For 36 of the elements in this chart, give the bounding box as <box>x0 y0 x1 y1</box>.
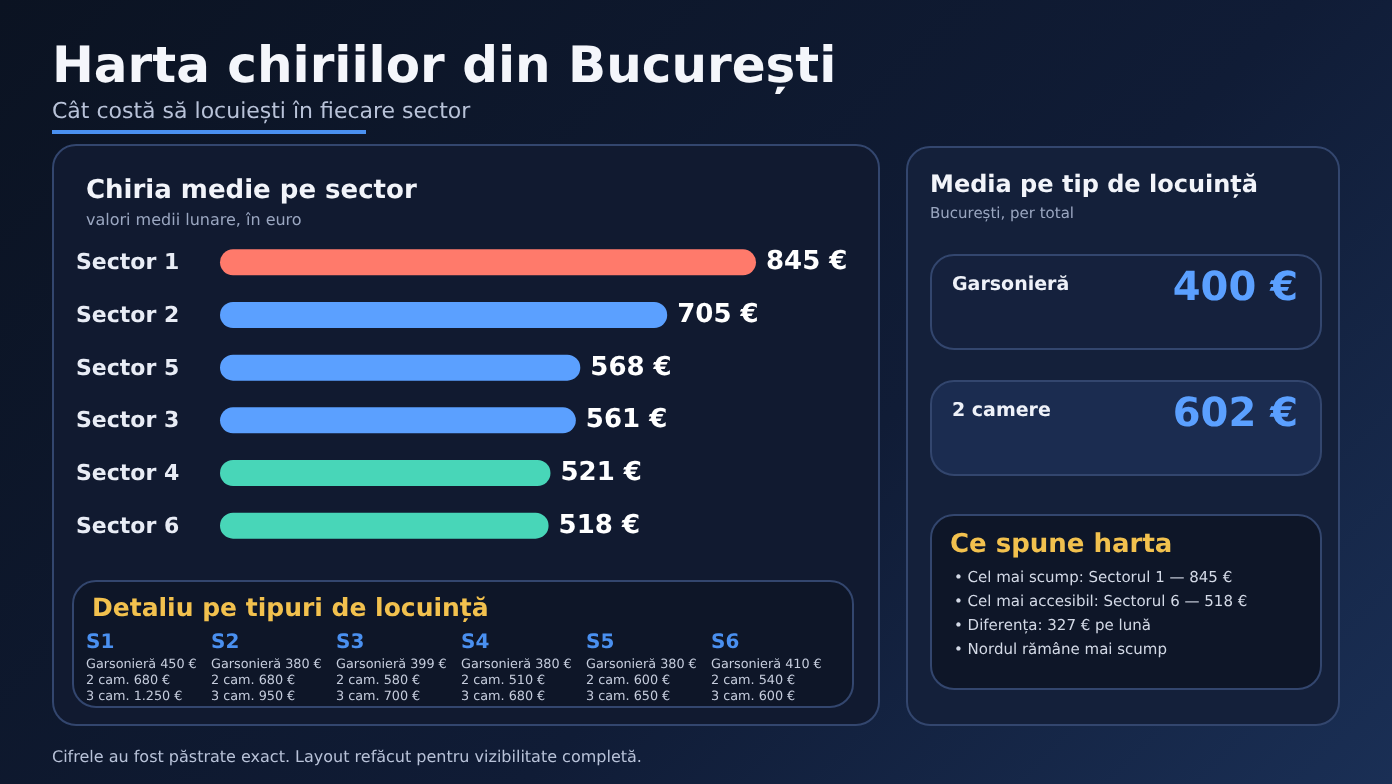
y-tick-label: Sector 2 <box>76 302 180 328</box>
text: Cât costă să locuiești în fiecare sector <box>52 98 471 124</box>
bar <box>220 249 756 276</box>
y-tick-label: Sector 5 <box>76 354 180 381</box>
data-label: 518 € <box>558 510 641 541</box>
data-label: 845 € <box>766 247 848 278</box>
category-label: S5 <box>586 632 615 656</box>
bar <box>220 460 551 486</box>
data-label: 561 € <box>585 405 668 436</box>
bar <box>220 407 576 434</box>
bar <box>220 354 581 381</box>
y-tick-label: Sector 6 <box>76 512 180 539</box>
data-label: 568 € <box>590 352 672 383</box>
bar <box>220 512 549 539</box>
text: Detaliu pe tipuri de locuință <box>92 592 489 622</box>
text: Media pe tip de locuință <box>930 170 1258 198</box>
y-tick-label: Sector 4 <box>76 460 180 486</box>
category-label: S1 <box>86 632 115 656</box>
chart-title: Chiria medie pe sector <box>86 176 418 206</box>
text: 400 € <box>1172 262 1298 310</box>
category-label: S2 <box>211 632 240 656</box>
text: Cifrele au fost păstrate exact. Layout refăcut pentru vizibilitate completă. <box>52 748 642 766</box>
text: 602 € <box>1172 388 1298 436</box>
chart-subtitle: valori medii lunare, în euro <box>86 211 302 229</box>
category-label: S6 <box>711 632 740 656</box>
text: Ce spune harta <box>950 530 1173 560</box>
data-label: 521 € <box>560 458 642 488</box>
text: Garsonieră <box>952 274 1070 296</box>
y-tick-label: Sector 3 <box>76 407 180 434</box>
text: Harta chiriilor din București <box>52 36 837 94</box>
text: 2 camere <box>952 400 1051 422</box>
bar <box>220 302 668 328</box>
y-tick-label: Sector 1 <box>76 249 180 276</box>
category-label: S3 <box>336 632 365 656</box>
data-label: 705 € <box>677 300 759 330</box>
category-label: S4 <box>461 632 490 656</box>
